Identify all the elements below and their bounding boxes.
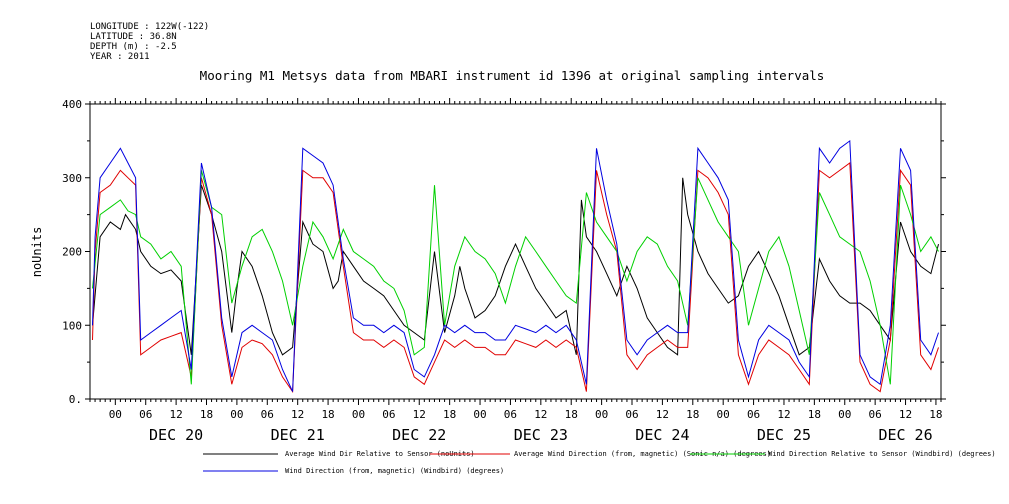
x-hour-tick-label: 06 bbox=[504, 408, 517, 421]
x-hour-tick-label: 06 bbox=[869, 408, 882, 421]
x-day-label: DEC 20 bbox=[149, 426, 203, 444]
x-day-label: DEC 21 bbox=[271, 426, 325, 444]
x-hour-tick-label: 00 bbox=[717, 408, 730, 421]
x-hour-tick-label: 12 bbox=[656, 408, 669, 421]
x-hour-tick-label: 00 bbox=[352, 408, 365, 421]
x-day-label: DEC 22 bbox=[392, 426, 446, 444]
y-axis-label: noUnits bbox=[30, 227, 44, 278]
legend-entry: Wind Direction Relative to Sensor (Windb… bbox=[768, 450, 996, 458]
y-tick-label: 200 bbox=[62, 246, 82, 259]
x-hour-tick-label: 00 bbox=[838, 408, 851, 421]
x-hour-tick-label: 06 bbox=[139, 408, 152, 421]
series-line-3 bbox=[92, 170, 939, 385]
legend-entry: Average Wind Direction (from, magnetic) … bbox=[514, 450, 771, 458]
x-day-label: DEC 23 bbox=[514, 426, 568, 444]
x-hour-tick-label: 06 bbox=[261, 408, 274, 421]
x-hour-tick-label: 00 bbox=[595, 408, 608, 421]
header-year: YEAR : 2011 bbox=[90, 52, 150, 62]
x-hour-tick-label: 18 bbox=[443, 408, 456, 421]
y-tick-label: 400 bbox=[62, 98, 82, 111]
x-hour-tick-label: 12 bbox=[899, 408, 912, 421]
x-hour-tick-label: 06 bbox=[382, 408, 395, 421]
x-hour-tick-label: 18 bbox=[321, 408, 334, 421]
x-hour-tick-label: 18 bbox=[929, 408, 942, 421]
y-tick-label: 300 bbox=[62, 172, 82, 185]
x-hour-tick-label: 12 bbox=[291, 408, 304, 421]
header-latitude: LATITUDE : 36.8N bbox=[90, 32, 177, 42]
x-hour-tick-label: 12 bbox=[777, 408, 790, 421]
plot-frame bbox=[89, 103, 942, 400]
y-tick-label: 100 bbox=[62, 319, 82, 332]
x-hour-tick-label: 12 bbox=[169, 408, 182, 421]
x-day-label: DEC 24 bbox=[635, 426, 689, 444]
x-hour-tick-label: 18 bbox=[200, 408, 213, 421]
x-hour-tick-label: 18 bbox=[808, 408, 821, 421]
x-hour-tick-label: 12 bbox=[534, 408, 547, 421]
x-hour-tick-label: 12 bbox=[413, 408, 426, 421]
x-hour-tick-label: 18 bbox=[686, 408, 699, 421]
header-longitude: LONGITUDE : 122W(-122) bbox=[90, 22, 210, 32]
chart-title: Mooring M1 Metsys data from MBARI instru… bbox=[200, 68, 825, 83]
x-hour-tick-label: 00 bbox=[109, 408, 122, 421]
series-line-4 bbox=[92, 139, 939, 392]
y-tick-label: 0. bbox=[69, 393, 82, 406]
x-hour-tick-label: 06 bbox=[747, 408, 760, 421]
x-day-label: DEC 26 bbox=[878, 426, 932, 444]
x-hour-tick-label: 06 bbox=[625, 408, 638, 421]
x-hour-tick-label: 00 bbox=[473, 408, 486, 421]
header-depth: DEPTH (m) : -2.5 bbox=[90, 42, 177, 52]
legend-entry: Average Wind Dir Relative to Sensor (noU… bbox=[285, 450, 475, 458]
legend-entry: Wind Direction (from, magnetic) (Windbir… bbox=[285, 467, 504, 475]
series-line-1 bbox=[92, 177, 939, 356]
series-line-2 bbox=[92, 162, 939, 394]
x-hour-tick-label: 18 bbox=[565, 408, 578, 421]
x-day-label: DEC 25 bbox=[757, 426, 811, 444]
x-hour-tick-label: 00 bbox=[230, 408, 243, 421]
